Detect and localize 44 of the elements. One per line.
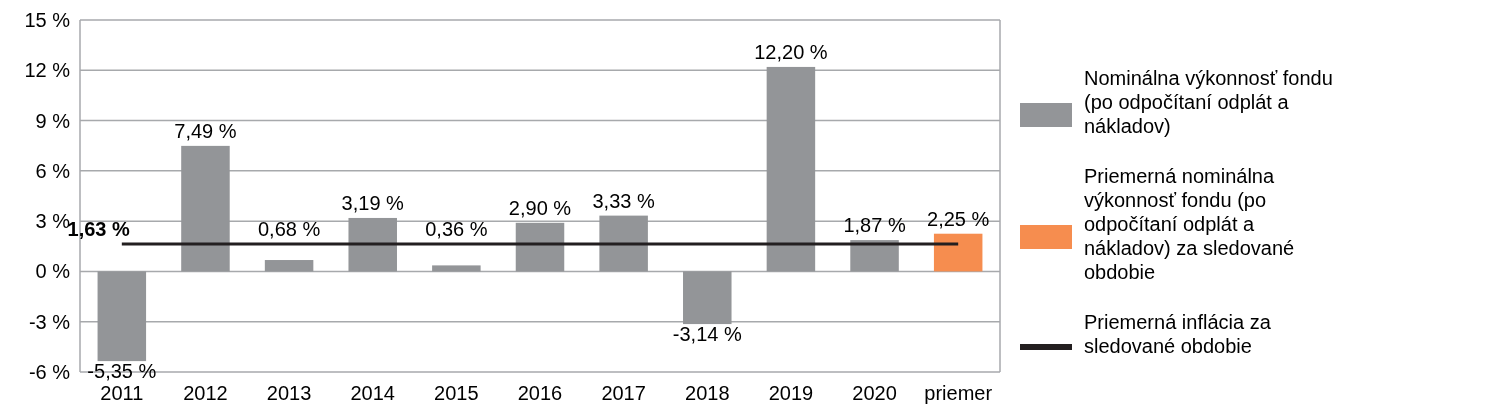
- bar: [599, 215, 648, 272]
- y-tick-label: -6 %: [28, 361, 71, 383]
- bar: [348, 217, 397, 272]
- bar: [515, 222, 565, 272]
- legend-label: Priemerná inflácia za sledované obdobie: [1084, 311, 1272, 357]
- data-label: 7,49 %: [174, 119, 237, 142]
- data-label: 3,33 %: [592, 189, 655, 212]
- x-tick-label: 2017: [601, 382, 646, 404]
- x-tick-label: 2018: [685, 382, 730, 404]
- x-tick-label: 2012: [183, 382, 228, 404]
- data-label: 12,20 %: [754, 40, 828, 63]
- bar: [683, 271, 732, 325]
- y-tick-label: 9 %: [35, 109, 71, 132]
- data-label: 2,25 %: [927, 207, 990, 230]
- data-label: 1,87 %: [843, 214, 906, 237]
- y-tick-label: 15 %: [24, 9, 71, 31]
- bar: [181, 145, 230, 272]
- y-tick-label: 0 %: [35, 260, 71, 283]
- bar: [766, 66, 816, 272]
- bar: [432, 265, 481, 272]
- x-tick-label: 2013: [266, 382, 312, 404]
- bar: [97, 271, 147, 362]
- y-tick-label: -3 %: [28, 310, 71, 333]
- y-tick-label: 3 %: [35, 210, 71, 233]
- x-tick-label: 2014: [350, 382, 395, 404]
- data-label: -5,35 %: [87, 360, 157, 383]
- bar: [850, 240, 899, 272]
- legend-label: Nominálna výkonnosť fondu (po odpočítaní odplát a nákladov): [1084, 67, 1333, 137]
- x-tick-label: priemer: [924, 382, 993, 404]
- x-tick-label: 2011: [100, 382, 144, 404]
- data-label: 3,19 %: [341, 191, 405, 214]
- x-tick-label: 2020: [852, 382, 897, 404]
- data-label: -3,14 %: [672, 323, 742, 346]
- bar: [264, 260, 314, 272]
- x-tick-label: 2015: [434, 382, 479, 404]
- y-tick-label: 12 %: [24, 59, 71, 82]
- data-label: 2,90 %: [508, 196, 572, 219]
- legend-label: Priemerná nominálna výkonnosť fondu (po odpočítaní odplát a nákladov) za sledované obdobie: [1084, 165, 1295, 283]
- data-label: 0,68 %: [257, 218, 321, 241]
- y-tick-label: 6 %: [35, 159, 71, 182]
- x-tick-label: 2019: [768, 382, 814, 404]
- bar: [933, 233, 983, 272]
- data-label: 0,36 %: [425, 218, 488, 241]
- x-tick-label: 2016: [517, 382, 563, 404]
